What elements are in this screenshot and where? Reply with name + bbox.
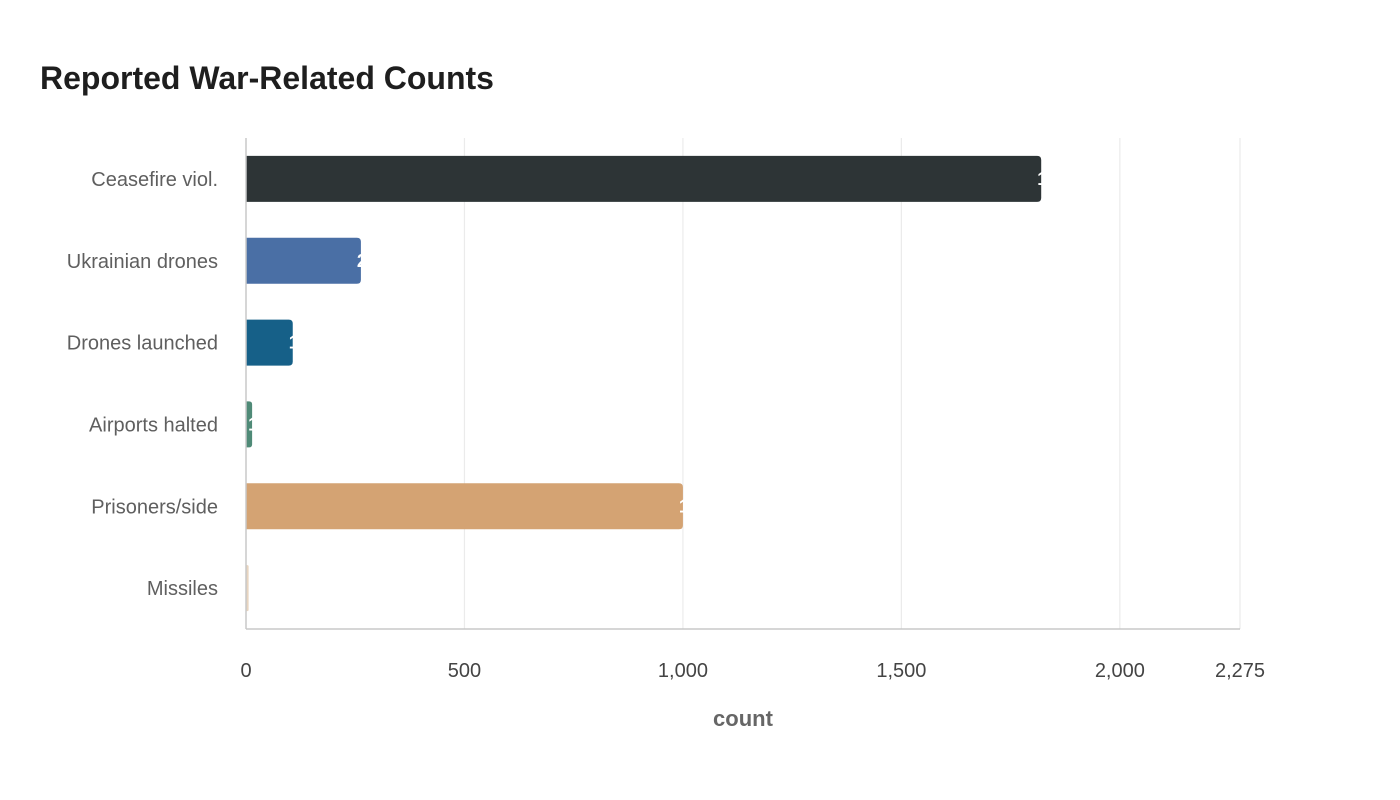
bar-value-label: 2 bbox=[357, 251, 367, 271]
x-tick-label: 1,000 bbox=[658, 660, 708, 682]
bar-value-label: 1 bbox=[248, 414, 258, 434]
x-tick-label: 500 bbox=[448, 660, 481, 682]
bar bbox=[246, 237, 361, 284]
bar bbox=[246, 155, 1042, 202]
bar bbox=[246, 319, 293, 366]
category-label: Ceasefire viol. bbox=[91, 169, 218, 191]
category-label: Missiles bbox=[147, 578, 218, 600]
category-label: Drones launched bbox=[67, 333, 218, 355]
bar-value-label: 1 bbox=[289, 333, 299, 353]
x-axis-title: count bbox=[713, 706, 774, 731]
x-tick-label: 2,275 bbox=[1215, 660, 1265, 682]
bar-value-label: 1 bbox=[679, 496, 689, 516]
x-tick-label: 0 bbox=[240, 660, 251, 682]
category-label: Ukrainian drones bbox=[67, 251, 218, 273]
category-label: Airports halted bbox=[89, 414, 218, 436]
bar bbox=[246, 401, 253, 448]
x-tick-label: 1,500 bbox=[876, 660, 926, 682]
category-label: Prisoners/side bbox=[91, 496, 218, 518]
bar-value-label: 1 bbox=[1037, 169, 1047, 189]
x-tick-label: 2,000 bbox=[1095, 660, 1145, 682]
bar bbox=[246, 483, 683, 530]
chart-title: Reported War-Related Counts bbox=[40, 60, 494, 96]
